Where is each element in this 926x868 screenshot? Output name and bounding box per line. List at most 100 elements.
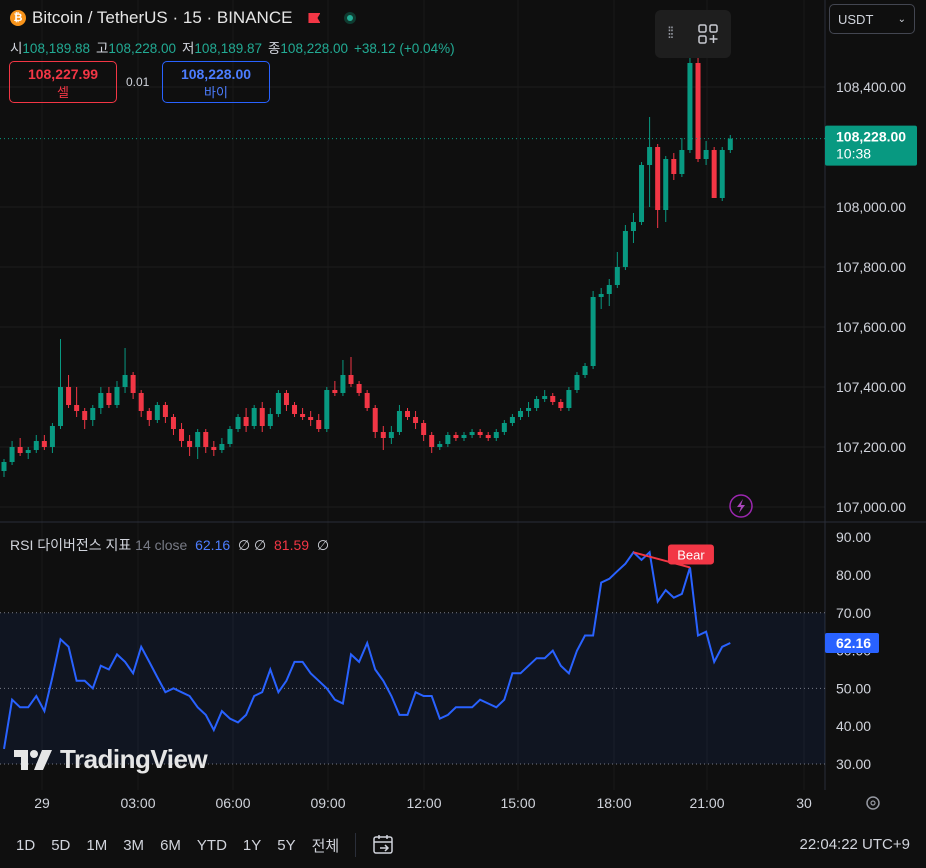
- time-axis: 29 03:00 06:00 09:00 12:00 15:00 18:00 21:00 30: [34, 795, 812, 811]
- tradingview-logo[interactable]: TradingView: [14, 744, 208, 775]
- candle-body: [1, 462, 7, 471]
- candle-body: [332, 390, 338, 393]
- candle-body: [671, 159, 677, 174]
- range-3m[interactable]: 3M: [123, 836, 145, 854]
- candle-body: [429, 435, 435, 447]
- candle-body: [679, 150, 685, 174]
- toolbar-divider: [355, 833, 357, 857]
- candle-body: [130, 375, 136, 393]
- flag-icon[interactable]: [308, 13, 321, 23]
- low-label: 저: [182, 41, 195, 56]
- candle-body: [558, 402, 564, 408]
- chart-grid: [0, 0, 825, 790]
- rsi-na-1: ∅: [237, 537, 251, 553]
- candle-body: [501, 423, 507, 432]
- price-tick-label: 107,600.00: [836, 319, 906, 335]
- symbol-header[interactable]: ₿ Bitcoin / TetherUS · 15 · BINANCE: [10, 8, 357, 28]
- rsi-value: 62.16: [195, 537, 231, 553]
- candle-body: [17, 447, 23, 453]
- rsi-tick-label: 40.00: [836, 718, 871, 734]
- range-ytd[interactable]: YTD: [196, 836, 227, 854]
- bear-divergence-line: [633, 551, 691, 569]
- rsi-name: RSI 다이버전스 지표: [10, 537, 132, 553]
- candle-body: [655, 147, 661, 210]
- rsi-tick-label: 50.00: [836, 680, 871, 696]
- sell-button[interactable]: 108,227.99 셀: [9, 61, 117, 103]
- candle-body: [727, 138, 733, 150]
- range-6m[interactable]: 6M: [160, 836, 181, 854]
- candle-body: [179, 429, 185, 441]
- price-tick-label: 107,200.00: [836, 439, 906, 455]
- floating-toolbar[interactable]: ⁞⁞: [655, 10, 731, 58]
- high-label: 고: [96, 41, 109, 56]
- rsi-value-2: 81.59: [274, 537, 310, 553]
- candle-body: [485, 435, 491, 438]
- candle-body: [162, 405, 168, 417]
- candle-body: [647, 147, 653, 165]
- range-1y[interactable]: 1Y: [242, 836, 262, 854]
- candle-body: [711, 150, 717, 198]
- rsi-legend[interactable]: RSI 다이버전스 지표 14 close 62.16 ∅ ∅ 81.59 ∅: [10, 535, 329, 555]
- candle-body: [380, 432, 386, 438]
- time-tick-label: 09:00: [310, 795, 345, 811]
- candle-body: [138, 393, 144, 411]
- range-all[interactable]: 전체: [311, 837, 340, 855]
- rsi-pane: Bear: [0, 544, 825, 765]
- buy-button[interactable]: 108,228.00 바이: [162, 61, 270, 103]
- candle-body: [41, 441, 47, 447]
- range-1m[interactable]: 1M: [86, 836, 108, 854]
- rsi-tick-label: 70.00: [836, 605, 871, 621]
- time-tick-label: 18:00: [596, 795, 631, 811]
- candle-body: [57, 387, 63, 426]
- candle-body: [33, 441, 39, 450]
- sell-price: 108,227.99: [27, 66, 99, 82]
- goto-date-icon[interactable]: [372, 834, 396, 856]
- buy-price: 108,228.00: [180, 66, 252, 82]
- range-5d[interactable]: 5D: [51, 836, 71, 854]
- price-tag: [825, 125, 917, 166]
- symbol-title[interactable]: Bitcoin / TetherUS · 15 · BINANCE: [32, 8, 293, 27]
- settings-gear-icon[interactable]: [866, 796, 880, 810]
- candle-body: [211, 447, 217, 450]
- price-tick-label: 107,800.00: [836, 259, 906, 275]
- market-open-icon: [344, 12, 357, 24]
- clock-timezone[interactable]: 22:04:22 UTC+9: [799, 836, 911, 853]
- candle-body: [324, 390, 330, 429]
- candle-body: [703, 150, 709, 159]
- lightning-icon[interactable]: [729, 494, 753, 518]
- candle-body: [574, 375, 580, 390]
- candle-body: [372, 408, 378, 432]
- candle-body: [267, 414, 273, 426]
- candle-body: [106, 393, 112, 405]
- drag-handle-icon[interactable]: ⁞⁞: [667, 25, 674, 42]
- candle-body: [187, 441, 193, 447]
- time-tick-label: 12:00: [406, 795, 441, 811]
- candle-body: [437, 444, 443, 447]
- time-tick-label: 30: [796, 795, 812, 811]
- candle-body: [316, 420, 322, 429]
- time-tick-label: 03:00: [120, 795, 155, 811]
- price-tag-price: 108,228.00: [836, 129, 906, 145]
- high-value: 108,228.00: [108, 41, 176, 56]
- spread-value: 0.01: [126, 75, 150, 89]
- candle-body: [526, 408, 532, 411]
- candle-body: [405, 411, 410, 417]
- candle-body: [275, 393, 281, 414]
- range-5y[interactable]: 5Y: [277, 836, 296, 854]
- currency-select[interactable]: USDT ⌄: [829, 4, 915, 34]
- range-1d[interactable]: 1D: [16, 836, 36, 854]
- candle-body: [663, 159, 669, 210]
- candle-body: [122, 375, 128, 387]
- candle-body: [453, 435, 459, 438]
- candle-body: [49, 426, 55, 447]
- object-tree-icon[interactable]: [697, 23, 719, 45]
- price-tick-label: 108,000.00: [836, 199, 906, 215]
- candle-body: [74, 405, 80, 411]
- candle-body: [146, 411, 152, 420]
- candle-body: [251, 408, 257, 426]
- change-value: +38.12 (+0.04%): [354, 41, 455, 56]
- candle-body: [227, 429, 233, 444]
- candle-body: [598, 294, 604, 297]
- time-tick-label: 06:00: [215, 795, 250, 811]
